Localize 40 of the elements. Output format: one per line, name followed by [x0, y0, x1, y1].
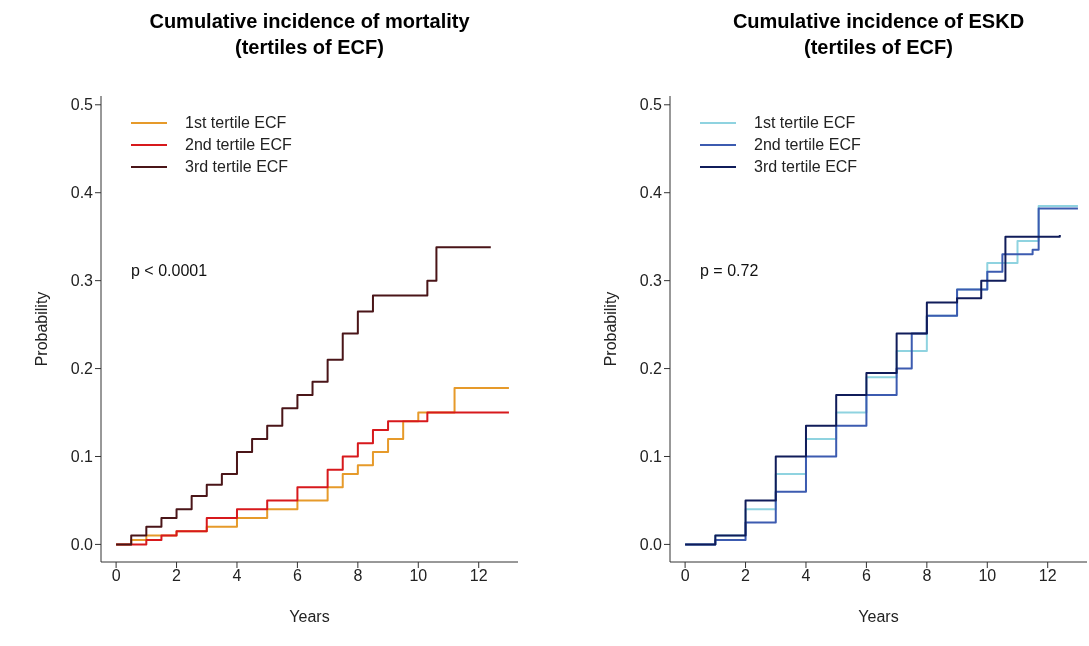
x-tick-label: 8 — [922, 567, 932, 585]
legend-label: 3rd tertile ECF — [185, 157, 289, 177]
y-axis-title: Probability — [32, 291, 50, 367]
x-tick-label: 12 — [1038, 567, 1057, 585]
y-tick-label: 0.1 — [639, 448, 663, 466]
legend-label: 2nd tertile ECF — [185, 135, 292, 155]
x-tick-label: 10 — [409, 567, 428, 585]
chart-title: Cumulative incidence of ESKD (tertiles of ECF) — [731, 9, 1026, 60]
y-tick-label: 0.0 — [639, 536, 663, 554]
y-tick-label: 0.4 — [70, 184, 94, 202]
legend-label: 3rd tertile ECF — [754, 157, 858, 177]
x-tick-label: 2 — [172, 567, 182, 585]
y-tick-label: 0.5 — [70, 96, 94, 114]
x-tick-label: 2 — [741, 567, 751, 585]
x-tick-label: 0 — [111, 567, 121, 585]
x-tick-label: 4 — [232, 567, 242, 585]
x-tick-label: 10 — [978, 567, 997, 585]
x-tick-label: 6 — [861, 567, 871, 585]
annotation: p = 0.72 — [700, 262, 759, 280]
annotation: p < 0.0001 — [131, 262, 208, 280]
y-tick-label: 0.2 — [70, 360, 94, 378]
y-tick-label: 0.2 — [639, 360, 663, 378]
chart-title: Cumulative incidence of mortality (tertiles of ECF) — [148, 9, 471, 60]
x-tick-label: 12 — [469, 567, 488, 585]
legend-label: 2nd tertile ECF — [754, 135, 861, 155]
y-tick-label: 0.1 — [70, 448, 94, 466]
y-tick-label: 0.5 — [639, 96, 663, 114]
x-axis-title: Years — [858, 608, 899, 625]
x-tick-label: 8 — [353, 567, 363, 585]
legend-label: 1st tertile ECF — [185, 113, 287, 133]
legend-label: 1st tertile ECF — [754, 113, 856, 133]
y-tick-label: 0.4 — [639, 184, 663, 202]
x-tick-label: 0 — [680, 567, 690, 585]
x-axis-title: Years — [289, 608, 330, 625]
y-tick-label: 0.3 — [639, 272, 663, 290]
x-tick-label: 4 — [801, 567, 811, 585]
y-axis-title: Probability — [601, 291, 619, 367]
y-tick-label: 0.3 — [70, 272, 94, 290]
y-tick-label: 0.0 — [70, 536, 94, 554]
x-tick-label: 6 — [292, 567, 302, 585]
